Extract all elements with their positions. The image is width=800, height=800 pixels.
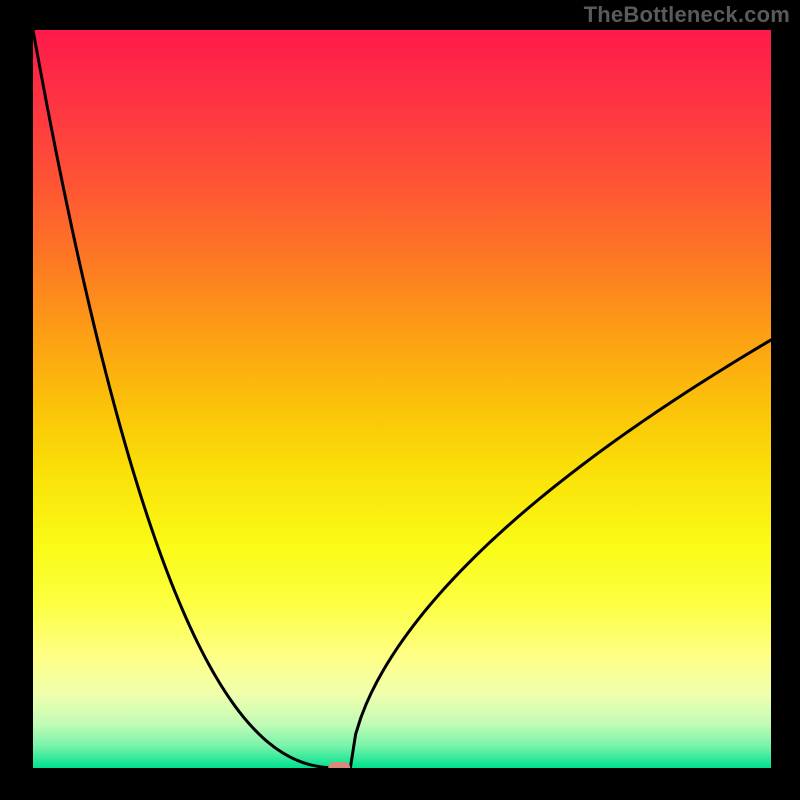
plot-background xyxy=(33,30,771,768)
minimum-marker xyxy=(328,762,350,768)
chart-frame: TheBottleneck.com xyxy=(0,0,800,800)
plot-area xyxy=(33,30,771,768)
plot-svg xyxy=(33,30,771,768)
watermark-text: TheBottleneck.com xyxy=(584,2,790,28)
